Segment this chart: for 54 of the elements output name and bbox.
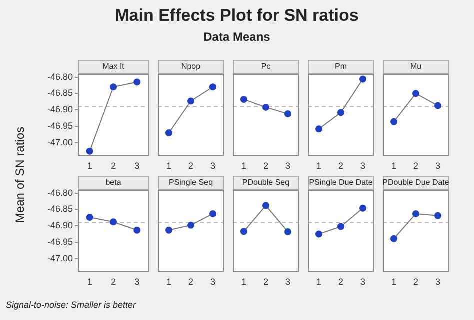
x-tick-label: 2 xyxy=(338,276,344,287)
text: Main Effects Plot for SN ratios xyxy=(114,6,360,26)
x-tick-label: 1 xyxy=(391,276,397,287)
y-tick-label: -46.90 xyxy=(47,104,73,115)
chart-title: PSingle Due Date xyxy=(309,178,374,188)
x-tick-label: 2 xyxy=(338,160,344,171)
x-tick-label: 3 xyxy=(435,160,441,171)
x-tick-label: 3 xyxy=(134,276,140,287)
y-tick-label: -46.85 xyxy=(47,204,73,214)
x-tick-label: 1 xyxy=(316,276,322,287)
text: Data Means xyxy=(202,30,272,44)
x-tick-label: 3 xyxy=(435,276,441,287)
x-tick-label: 2 xyxy=(263,160,269,171)
chart-title: beta xyxy=(106,178,122,188)
chart-title: Pm xyxy=(335,62,348,72)
x-tick-label: 3 xyxy=(360,276,366,287)
x-tick-label: 2 xyxy=(263,276,269,287)
x-tick-label: 2 xyxy=(413,276,419,287)
x-tick-label: 1 xyxy=(241,276,247,287)
chart-title: Max It xyxy=(102,62,126,72)
chart-title: PDouble Seq xyxy=(242,178,290,188)
x-tick-label: 3 xyxy=(210,160,216,171)
chart-title: Npop xyxy=(181,62,202,72)
x-tick-label: 1 xyxy=(166,160,172,171)
chart-title: PSingle Seq xyxy=(168,178,214,188)
x-tick-label: 2 xyxy=(413,160,419,171)
x-tick-label: 2 xyxy=(188,160,194,171)
chart-title: Mu xyxy=(410,62,422,72)
x-tick-label: 1 xyxy=(87,276,92,287)
x-tick-label: 3 xyxy=(285,276,291,287)
text: Mean of SN ratios xyxy=(13,126,27,226)
x-tick-label: 2 xyxy=(110,276,116,287)
text: Signal-to-noise: Smaller is better xyxy=(6,300,136,310)
x-tick-label: 3 xyxy=(360,160,366,171)
y-tick-label: -46.85 xyxy=(47,88,73,98)
y-tick-label: -46.90 xyxy=(47,220,73,231)
x-tick-label: 2 xyxy=(110,160,116,171)
x-tick-label: 1 xyxy=(166,276,172,287)
y-tick-label: -46.95 xyxy=(47,236,73,247)
y-tick-label: -46.80 xyxy=(47,72,73,82)
y-tick-label: -46.80 xyxy=(47,188,73,198)
x-tick-label: 3 xyxy=(210,276,216,287)
x-tick-label: 2 xyxy=(188,276,194,287)
y-tick-label: -46.95 xyxy=(47,120,73,131)
x-tick-label: 1 xyxy=(391,160,397,171)
chart-title: Pc xyxy=(261,62,271,72)
y-tick-label: -47.00 xyxy=(47,137,73,148)
x-tick-label: 1 xyxy=(316,160,322,171)
x-tick-label: 3 xyxy=(134,160,140,171)
y-tick-label: -47.00 xyxy=(47,253,73,264)
x-tick-label: 1 xyxy=(87,160,92,171)
x-tick-label: 1 xyxy=(241,160,247,171)
chart-title: PDouble Due Date xyxy=(382,178,450,188)
x-tick-label: 3 xyxy=(285,160,291,171)
